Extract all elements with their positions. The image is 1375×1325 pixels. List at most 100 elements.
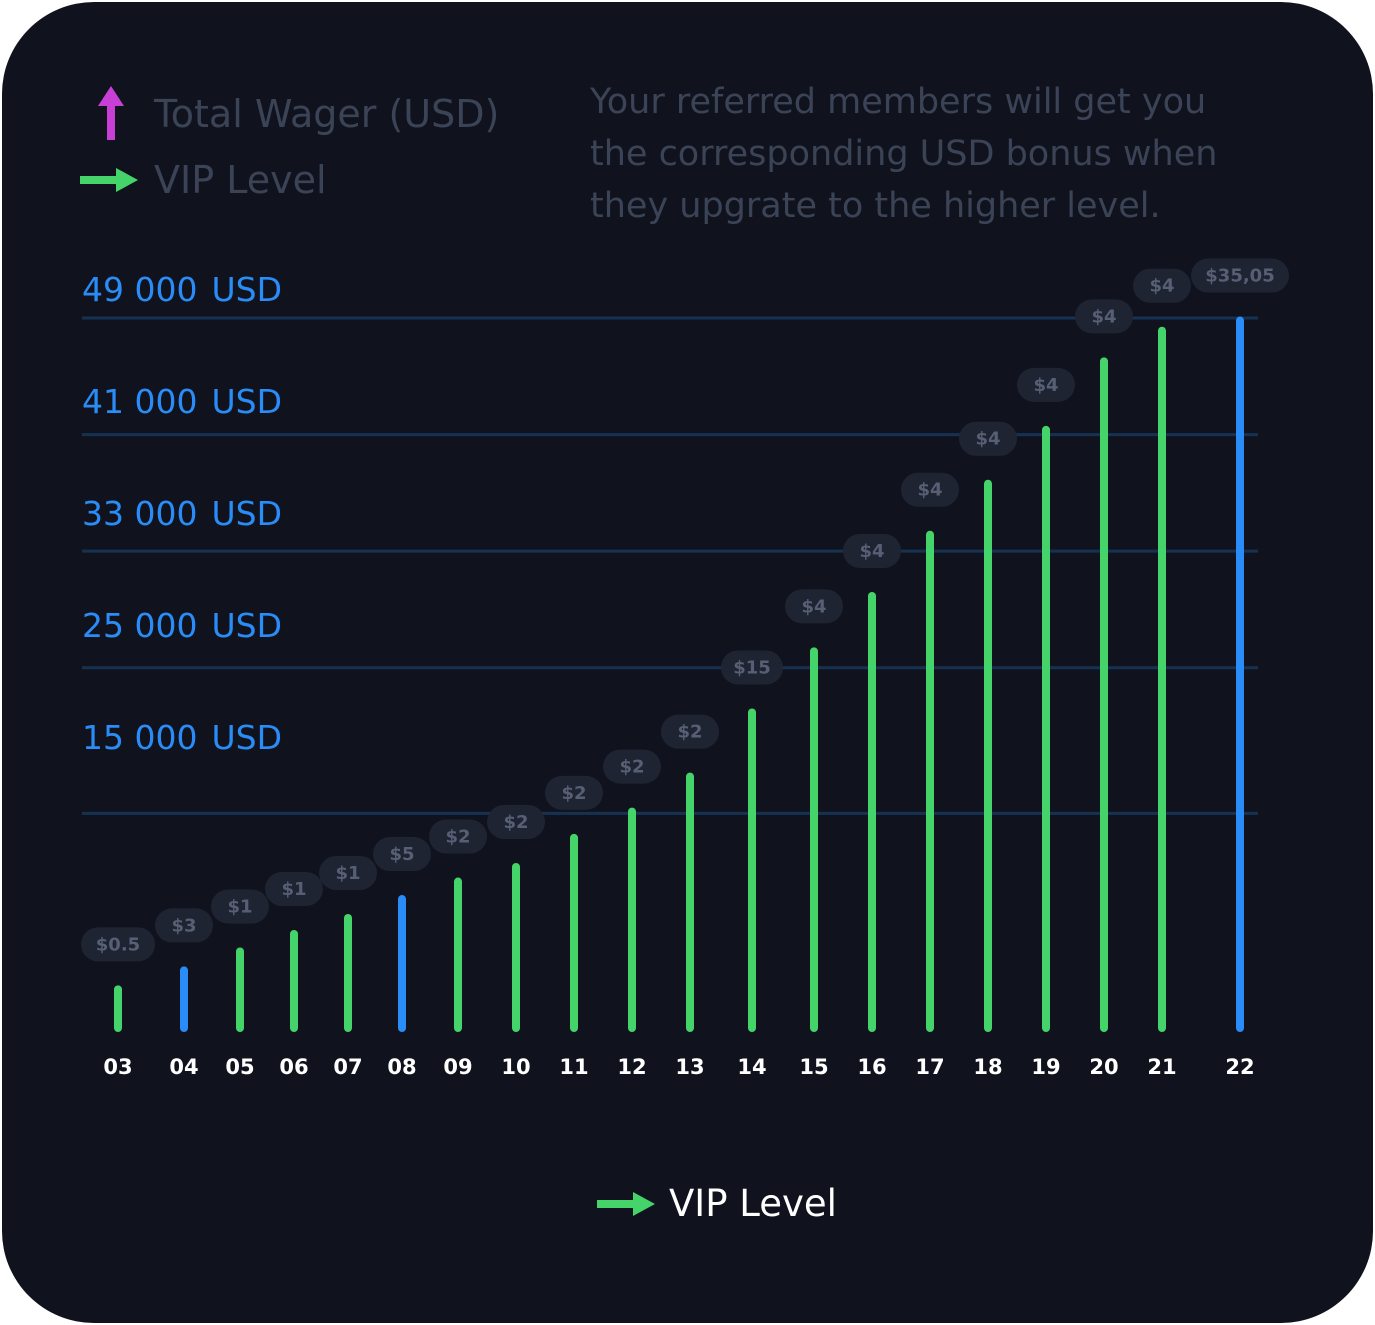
bar-level-16 [868, 591, 876, 1032]
bonus-label-22: $35,05 [1205, 266, 1274, 287]
bonus-label-17: $4 [917, 480, 942, 501]
bonus-pill-06 [265, 872, 323, 906]
bonus-label-04: $3 [171, 915, 196, 936]
bonus-label-14: $15 [733, 658, 771, 679]
bonus-pill-11 [545, 775, 603, 810]
bonus-note-line-1: Your referred members will get you [590, 82, 1207, 122]
bonus-pill-10 [487, 804, 545, 839]
bar-level-21 [1158, 326, 1166, 1032]
bonus-note-line-2: the corresponding USD bonus when [590, 134, 1218, 174]
bonus-pill-09 [429, 819, 487, 854]
y-label-25000: 25 000 USD [82, 606, 282, 645]
bonus-pill-13 [661, 714, 719, 749]
x-tick-label-08: 08 [387, 1055, 416, 1079]
bonus-label-03: $0.5 [96, 934, 140, 955]
y-label-41000: 41 000 USD [82, 382, 282, 421]
bonus-pill-12 [603, 749, 661, 784]
x-tick-label-05: 05 [225, 1055, 254, 1079]
y-label-unit: USD [211, 606, 282, 645]
bar-level-10 [512, 862, 520, 1032]
bonus-label-08: $5 [389, 844, 414, 865]
up-arrow-icon [98, 86, 124, 140]
legend-total-wager: Total Wager (USD) [98, 86, 499, 142]
bonus-pill-17 [901, 472, 959, 507]
bar-level-04 [180, 966, 188, 1032]
bonus-pill-15 [785, 589, 843, 624]
x-tick-label-06: 06 [279, 1055, 308, 1079]
bonus-pill-03 [81, 927, 155, 962]
bonus-pill-19 [1017, 367, 1075, 402]
bar-level-12 [628, 807, 636, 1032]
bonus-label-09: $2 [445, 827, 470, 848]
y-label-15000: 15 000 USD [82, 718, 282, 757]
bonus-pill-08 [373, 837, 431, 872]
bar-level-20 [1100, 357, 1108, 1032]
bonus-label-11: $2 [561, 783, 586, 804]
bar-level-03 [114, 985, 122, 1032]
x-tick-label-15: 15 [799, 1055, 828, 1079]
bar-level-07 [344, 913, 352, 1032]
right-arrow-icon [597, 1191, 655, 1216]
bar-level-05 [236, 947, 244, 1032]
bonus-pill-14 [721, 650, 783, 685]
bonus-note-line-3: they upgrate to the higher level. [590, 186, 1161, 226]
x-axis-legend-label: VIP Level [669, 1182, 837, 1225]
x-tick-label-17: 17 [915, 1055, 944, 1079]
bonus-label-21: $4 [1149, 276, 1174, 297]
y-label-49000: 49 000 USD [82, 270, 282, 309]
bonus-label-06: $1 [281, 879, 306, 900]
bar-level-17 [926, 530, 934, 1032]
bonus-pill-16 [843, 533, 901, 568]
x-tick-label-16: 16 [857, 1055, 886, 1079]
bar-level-19 [1042, 425, 1050, 1032]
bonus-pill-18 [959, 421, 1017, 456]
y-label-unit: USD [211, 494, 282, 533]
bar-level-06 [290, 930, 298, 1032]
bar-level-11 [570, 833, 578, 1032]
y-label-amount: 41 000 [82, 382, 198, 421]
bonus-label-18: $4 [975, 429, 1000, 450]
x-tick-label-18: 18 [973, 1055, 1002, 1079]
bonus-label-05: $1 [227, 896, 252, 917]
x-tick-label-14: 14 [737, 1055, 766, 1079]
x-tick-label-22: 22 [1225, 1055, 1254, 1079]
y-label-unit: USD [211, 270, 282, 309]
x-tick-label-03: 03 [103, 1055, 132, 1079]
y-label-amount: 49 000 [82, 270, 198, 309]
legend-vip-level: VIP Level [80, 158, 327, 202]
bonus-pill-07 [319, 855, 377, 890]
bar-level-08 [398, 895, 406, 1032]
x-axis-legend: VIP Level [597, 1182, 837, 1225]
bonus-label-10: $2 [503, 812, 528, 833]
x-tick-label-04: 04 [169, 1055, 198, 1079]
bar-level-15 [810, 647, 818, 1032]
bar-level-18 [984, 479, 992, 1032]
x-tick-label-19: 19 [1031, 1055, 1060, 1079]
x-tick-label-20: 20 [1089, 1055, 1118, 1079]
bonus-label-15: $4 [801, 596, 826, 617]
x-tick-label-10: 10 [501, 1055, 530, 1079]
bonus-label-19: $4 [1033, 375, 1058, 396]
y-label-33000: 33 000 USD [82, 494, 282, 533]
bonus-pill-05 [211, 889, 269, 924]
legend-total-wager-label: Total Wager (USD) [154, 92, 500, 136]
y-label-amount: 33 000 [82, 494, 198, 533]
bar-level-09 [454, 877, 462, 1032]
x-tick-label-07: 07 [333, 1055, 362, 1079]
bonus-label-12: $2 [619, 757, 644, 778]
y-label-unit: USD [211, 718, 282, 757]
bonus-label-16: $4 [859, 541, 884, 562]
y-label-amount: 25 000 [82, 606, 198, 645]
bonus-label-13: $2 [677, 722, 702, 743]
y-label-amount: 15 000 [82, 718, 198, 757]
bonus-pill-21 [1133, 268, 1191, 303]
x-tick-label-12: 12 [617, 1055, 646, 1079]
bar-level-13 [686, 772, 694, 1032]
bonus-pill-20 [1075, 299, 1133, 334]
legend-vip-level-label: VIP Level [154, 158, 327, 202]
x-tick-label-11: 11 [559, 1055, 588, 1079]
bar-level-22 [1236, 316, 1244, 1032]
bonus-label-07: $1 [335, 863, 360, 884]
